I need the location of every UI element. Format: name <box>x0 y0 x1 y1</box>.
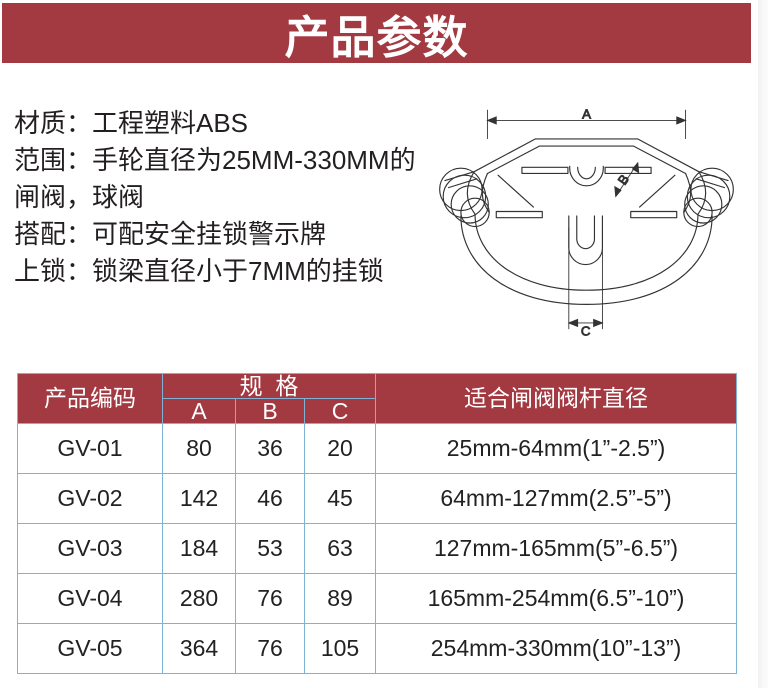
svg-text:A: A <box>582 108 591 122</box>
svg-text:C: C <box>581 323 591 338</box>
svg-text:B: B <box>615 172 632 188</box>
